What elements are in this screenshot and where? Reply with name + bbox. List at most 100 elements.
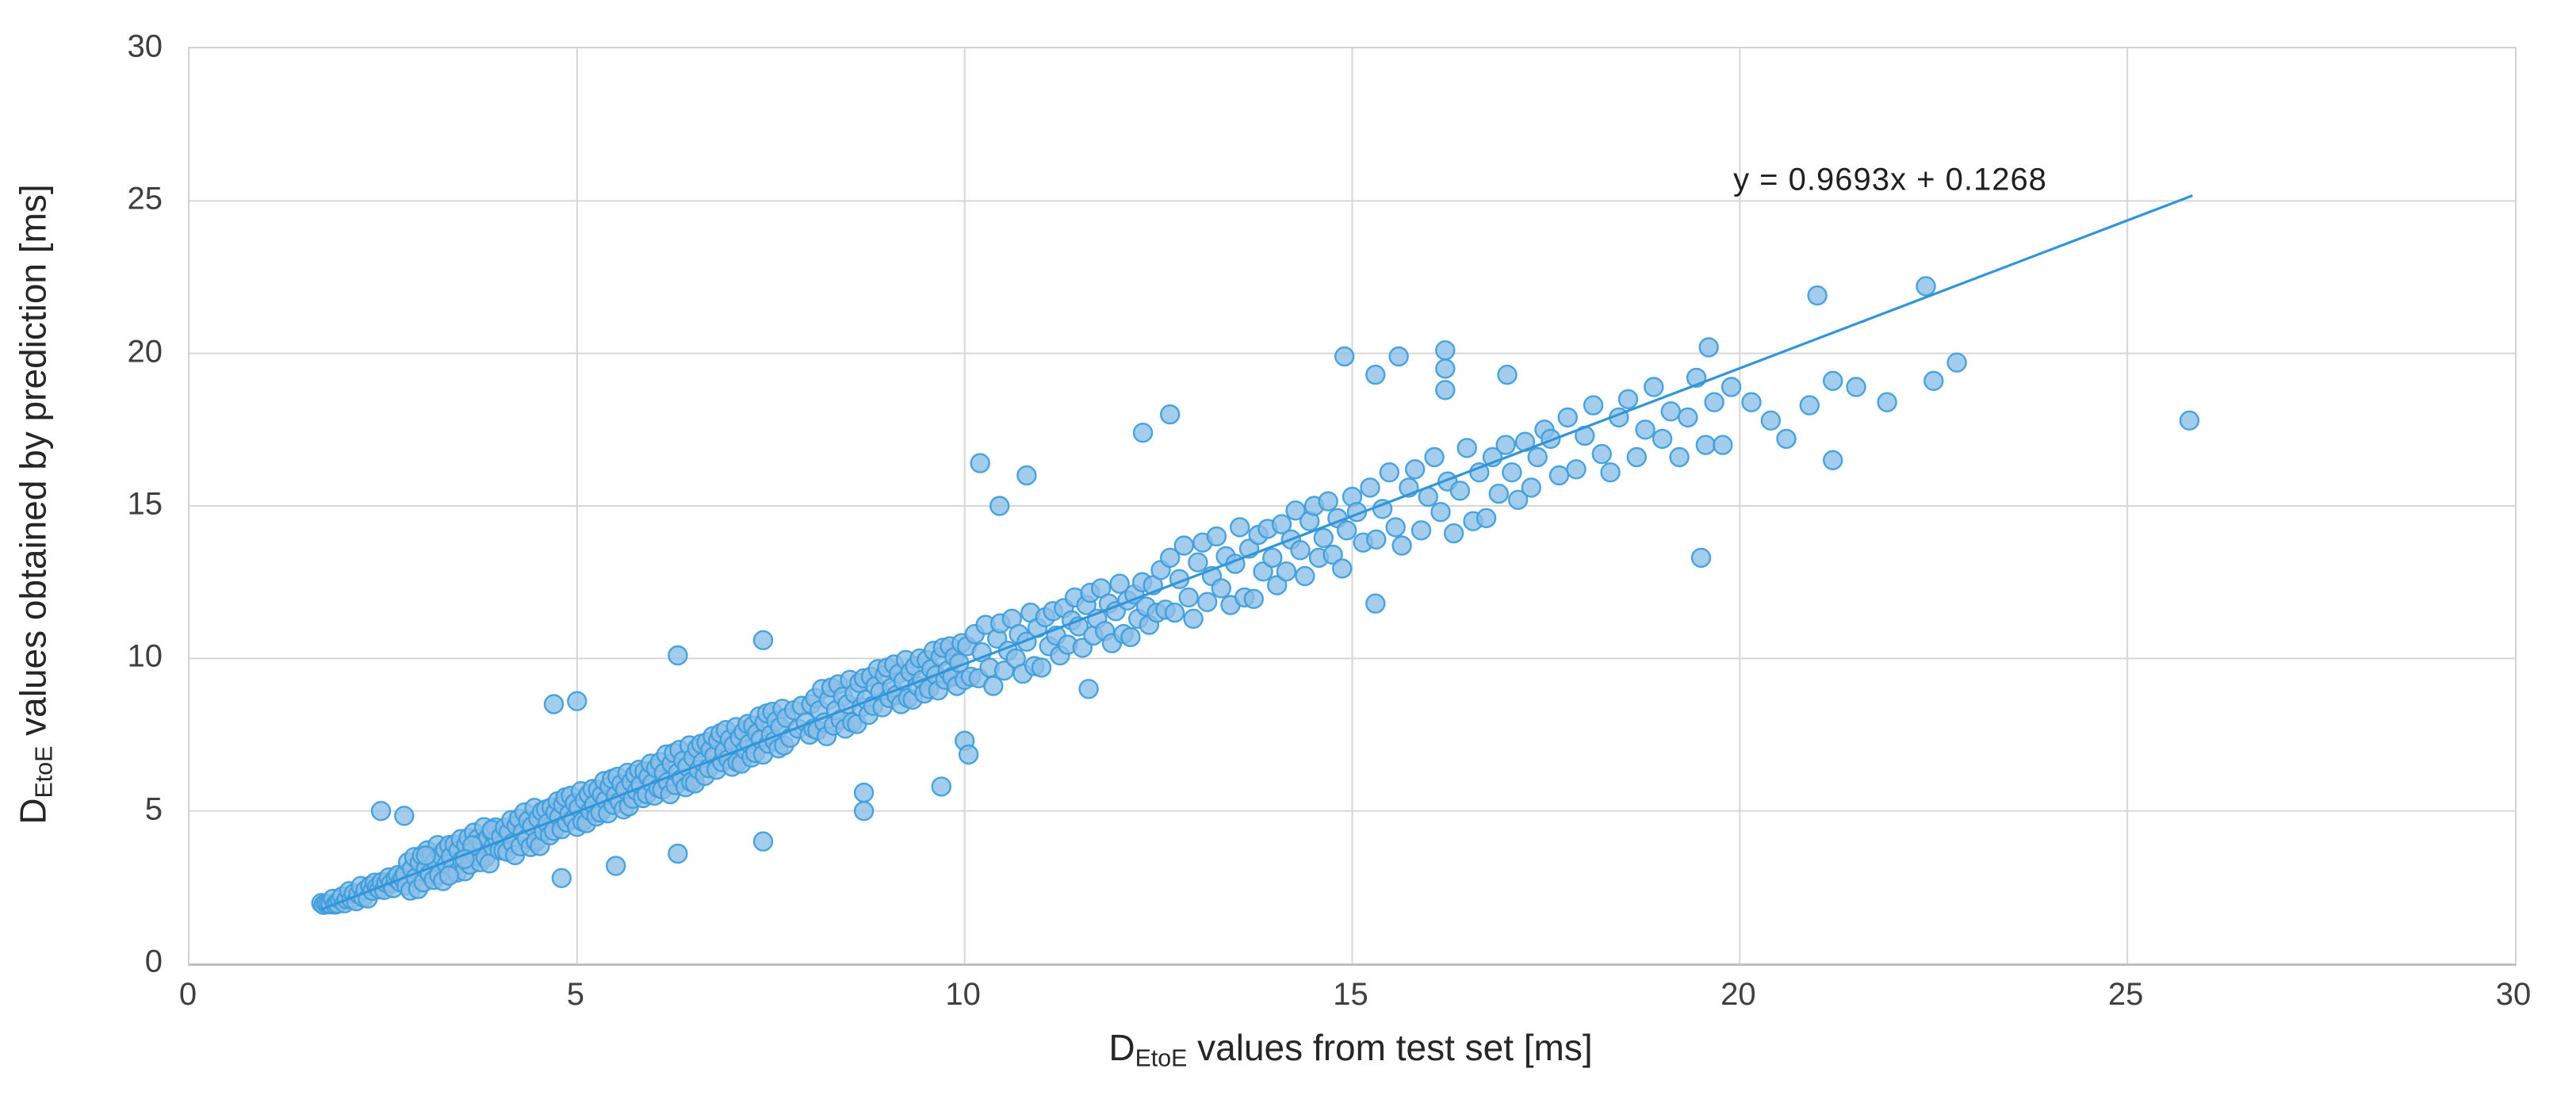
- y-tick-label: 25: [127, 181, 163, 216]
- x-axis-title: DEtoE values from test set [ms]: [188, 1026, 2513, 1073]
- trendline: [320, 194, 2193, 911]
- y-tick-label: 15: [127, 486, 163, 522]
- scatter-point: [1916, 276, 1936, 297]
- scatter-point: [1196, 592, 1218, 612]
- y-tick-label: 10: [127, 638, 163, 674]
- scatter-point: [1877, 392, 1897, 412]
- scatter-point: [853, 782, 875, 803]
- scatter-point: [1591, 443, 1613, 465]
- scatter-point: [2179, 410, 2200, 431]
- scatter-point: [415, 845, 436, 866]
- trendline-group: [320, 194, 2193, 911]
- scatter-point: [1173, 535, 1195, 556]
- scatter-point: [1507, 489, 1529, 510]
- scatter-point: [1721, 377, 1742, 397]
- scatter-point: [1271, 514, 1292, 534]
- scatter-point: [1336, 520, 1357, 541]
- x-axis-title-rest: values from test set [ms]: [1187, 1027, 1593, 1068]
- scatter-point: [1410, 520, 1432, 541]
- x-tick-label: 15: [1333, 977, 1368, 1012]
- trendline-equation-label: y = 0.9693x + 0.1268: [1733, 162, 2047, 197]
- scatter-point: [1391, 535, 1412, 556]
- scatter-point: [551, 868, 572, 889]
- scatter-point: [1109, 573, 1130, 594]
- scatter-point: [567, 691, 588, 711]
- scatter-point: [1183, 608, 1204, 629]
- scatter-point: [1635, 419, 1655, 440]
- scatter-point: [394, 806, 415, 826]
- scatter-point: [1365, 364, 1386, 385]
- scatter-point: [1822, 370, 1843, 391]
- y-tick-label: 0: [144, 944, 163, 979]
- scatter-point: [1318, 491, 1338, 511]
- scatter-point: [1807, 285, 1828, 306]
- scatter-point: [1016, 465, 1037, 486]
- scatter-point: [1366, 529, 1387, 550]
- scatter-point: [752, 831, 774, 852]
- scatter-series-group: [311, 276, 2200, 915]
- scatter-point: [1360, 477, 1380, 498]
- scatter-point: [1923, 370, 1944, 391]
- scatter-point: [668, 843, 688, 864]
- scatter-point: [1435, 340, 1456, 361]
- scatter-point: [1583, 395, 1604, 416]
- y-tick-label: 30: [127, 29, 163, 64]
- scatter-point: [1626, 446, 1648, 468]
- scatter-point: [1652, 428, 1673, 450]
- scatter-point: [1178, 587, 1199, 608]
- scatter-point: [1741, 392, 1762, 412]
- scatter-point: [438, 865, 460, 886]
- scatter-point: [1430, 502, 1451, 523]
- scatter-point: [1290, 540, 1311, 561]
- scatter-point: [1443, 523, 1464, 544]
- scatter-point: [1379, 462, 1400, 483]
- scatter-point: [1322, 544, 1343, 565]
- x-tick-label: 5: [566, 977, 584, 1012]
- scatter-point: [1206, 526, 1227, 547]
- x-tick-label: 30: [2495, 977, 2532, 1012]
- scatter-point: [1846, 377, 1866, 397]
- scatter-point: [1188, 552, 1208, 573]
- scatter-point: [1332, 558, 1353, 579]
- scatter-point: [1678, 407, 1698, 428]
- scatter-point: [970, 453, 990, 473]
- scatter-point: [1644, 377, 1664, 397]
- scatter-point: [1132, 423, 1154, 443]
- scatter-point: [1229, 517, 1250, 538]
- scatter-point: [1266, 575, 1288, 596]
- x-tick-label: 20: [1721, 977, 1756, 1012]
- scatter-point: [983, 676, 1004, 696]
- x-axis-title-subscript: EtoE: [1135, 1045, 1188, 1072]
- scatter-point: [1497, 364, 1518, 385]
- scatter-point: [1946, 352, 1967, 373]
- y-axis-tick-labels: 0 5 10 15 20 25 30: [0, 29, 163, 979]
- plot-area: y = 0.9693x + 0.1268: [188, 47, 2517, 966]
- scatter-point: [1313, 527, 1334, 549]
- scatter-point: [1456, 438, 1477, 458]
- scatter-point: [1799, 395, 1820, 416]
- scatter-point: [1243, 588, 1265, 609]
- scatter-point: [1495, 435, 1516, 455]
- scatter-point: [1253, 561, 1273, 582]
- scatter-point: [668, 645, 688, 666]
- x-axis-title-main: D: [1108, 1027, 1135, 1068]
- scatter-point: [606, 856, 626, 876]
- scatter-point: [1822, 450, 1843, 470]
- scatter-point: [958, 744, 979, 765]
- scatter-point: [1078, 679, 1099, 699]
- scatter-point: [1435, 380, 1456, 400]
- x-axis-tick-labels: 0 5 10 15 20 25 30: [179, 977, 2531, 1018]
- scatter-point: [1669, 446, 1690, 468]
- scatter-point: [1388, 346, 1409, 367]
- scatter-point: [1159, 547, 1181, 569]
- scatter-point: [1600, 462, 1621, 483]
- scatter-point: [1548, 465, 1570, 486]
- scatter-point: [1617, 389, 1639, 410]
- scatter-point: [1435, 358, 1456, 379]
- scatter-point: [370, 801, 392, 822]
- scatter-point: [853, 801, 875, 822]
- scatter-point: [1449, 481, 1471, 501]
- scatter-point: [1695, 435, 1717, 455]
- scatter-point: [1159, 404, 1181, 425]
